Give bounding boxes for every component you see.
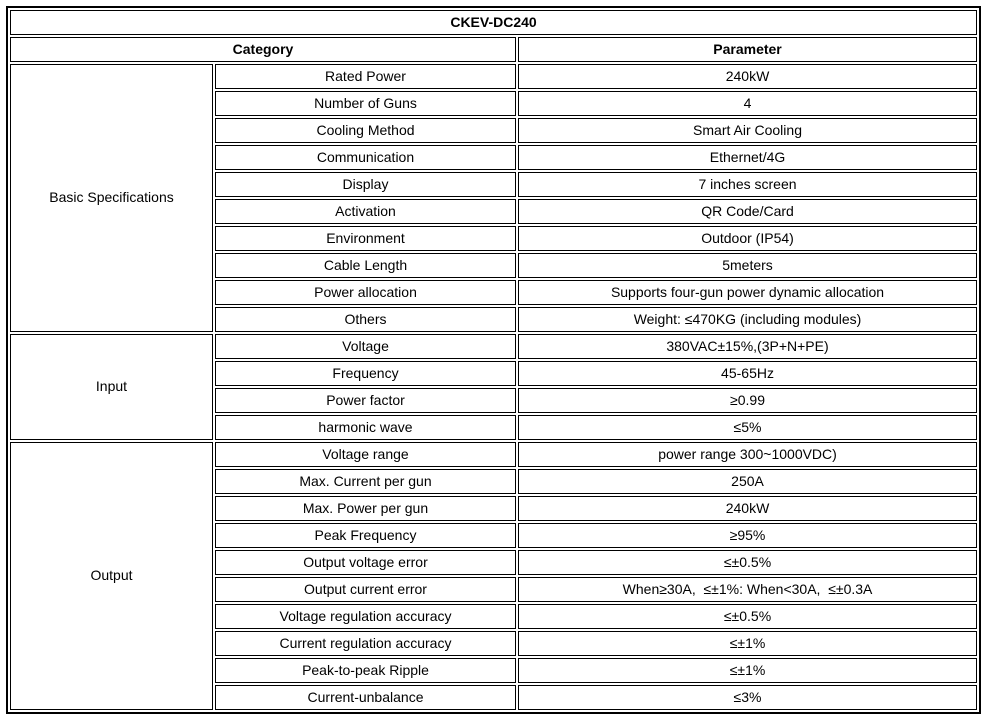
item-label-cell: Cable Length: [215, 253, 516, 278]
item-label-cell: Max. Power per gun: [215, 496, 516, 521]
category-cell-output: Output: [10, 442, 213, 710]
item-label-cell: Environment: [215, 226, 516, 251]
param-value-cell: ≤±1%: [518, 631, 978, 656]
spec-row: Display 7 inches screen: [10, 172, 978, 197]
param-value-cell: ≥0.99: [518, 388, 978, 413]
item-label-cell: Number of Guns: [215, 91, 516, 116]
spec-row: Max. Current per gun 250A: [10, 469, 978, 494]
spec-row: Activation QR Code/Card: [10, 199, 978, 224]
param-value-cell: ≤±0.5%: [518, 550, 978, 575]
param-value-cell: 240kW: [518, 496, 978, 521]
header-row: Category Parameter: [10, 37, 978, 62]
param-value-cell: Ethernet/4G: [518, 145, 978, 170]
category-cell-input: Input: [10, 334, 213, 440]
spec-row: Output current error When≥30A, ≤±1%: Whe…: [10, 577, 978, 602]
item-label-cell: Voltage range: [215, 442, 516, 467]
spec-row: Basic Specifications Rated Power 240kW: [10, 64, 978, 332]
spec-row: Frequency 45-65Hz: [10, 361, 978, 386]
spec-row: Current-unbalance ≤3%: [10, 685, 978, 710]
param-value-cell: ≤5%: [518, 415, 978, 440]
item-label-cell: Cooling Method: [215, 118, 516, 143]
spec-row: Cooling Method Smart Air Cooling: [10, 118, 978, 143]
param-value-cell: ≤±1%: [518, 658, 978, 683]
category-cell-basic-specifications: Basic Specifications: [10, 64, 213, 332]
item-label-cell: Peak-to-peak Ripple: [215, 658, 516, 683]
spec-row: Max. Power per gun 240kW: [10, 496, 978, 521]
item-label-cell: Voltage: [215, 334, 516, 359]
item-label-cell: Peak Frequency: [215, 523, 516, 548]
spec-row: Peak-to-peak Ripple ≤±1%: [10, 658, 978, 683]
spec-row: Input Voltage 380VAC±15%,(3P+N+PE): [10, 334, 978, 440]
param-value-cell: 240kW: [518, 64, 978, 89]
spec-table: CKEV-DC240 Category Parameter Basic Spec…: [6, 6, 982, 714]
param-value-cell: Weight: ≤470KG (including modules): [518, 307, 978, 332]
spec-row: Cable Length 5meters: [10, 253, 978, 278]
item-label-cell: Current-unbalance: [215, 685, 516, 710]
spec-row: Number of Guns 4: [10, 91, 978, 116]
param-value-cell: ≤3%: [518, 685, 978, 710]
item-label-cell: Power factor: [215, 388, 516, 413]
item-label-cell: Frequency: [215, 361, 516, 386]
spec-row: Environment Outdoor (IP54): [10, 226, 978, 251]
param-value-cell: 250A: [518, 469, 978, 494]
spec-row: harmonic wave ≤5%: [10, 415, 978, 440]
spec-row: Communication Ethernet/4G: [10, 145, 978, 170]
spec-row: Power factor ≥0.99: [10, 388, 978, 413]
title-row: CKEV-DC240: [10, 10, 978, 35]
item-label-cell: Communication: [215, 145, 516, 170]
spec-row: Output voltage error ≤±0.5%: [10, 550, 978, 575]
item-label-cell: Display: [215, 172, 516, 197]
spec-row: Voltage regulation accuracy ≤±0.5%: [10, 604, 978, 629]
param-value-cell: Smart Air Cooling: [518, 118, 978, 143]
category-header: Category: [10, 37, 516, 62]
item-label-cell: Others: [215, 307, 516, 332]
param-value-cell: ≤±0.5%: [518, 604, 978, 629]
param-value-cell: Supports four-gun power dynamic allocati…: [518, 280, 978, 305]
param-value-cell: ≥95%: [518, 523, 978, 548]
item-label-cell: Max. Current per gun: [215, 469, 516, 494]
item-label-cell: Output voltage error: [215, 550, 516, 575]
param-value-cell: 7 inches screen: [518, 172, 978, 197]
item-label-cell: Power allocation: [215, 280, 516, 305]
spec-row: Peak Frequency ≥95%: [10, 523, 978, 548]
param-value-cell: 4: [518, 91, 978, 116]
spec-row: Output Voltage range power range 300~100…: [10, 442, 978, 710]
spec-row: Current regulation accuracy ≤±1%: [10, 631, 978, 656]
spec-row: Power allocation Supports four-gun power…: [10, 280, 978, 305]
param-value-cell: Outdoor (IP54): [518, 226, 978, 251]
param-value-cell: 45-65Hz: [518, 361, 978, 386]
item-label-cell: Current regulation accuracy: [215, 631, 516, 656]
item-label-cell: Rated Power: [215, 64, 516, 89]
item-label-cell: harmonic wave: [215, 415, 516, 440]
param-value-cell: When≥30A, ≤±1%: When<30A, ≤±0.3A: [518, 577, 978, 602]
param-value-cell: QR Code/Card: [518, 199, 978, 224]
item-label-cell: Output current error: [215, 577, 516, 602]
param-value-cell: power range 300~1000VDC): [518, 442, 978, 467]
parameter-header: Parameter: [518, 37, 978, 62]
param-value-cell: 380VAC±15%,(3P+N+PE): [518, 334, 978, 359]
table-title: CKEV-DC240: [10, 10, 978, 35]
spec-row: Others Weight: ≤470KG (including modules…: [10, 307, 978, 332]
item-label-cell: Voltage regulation accuracy: [215, 604, 516, 629]
param-value-cell: 5meters: [518, 253, 978, 278]
item-label-cell: Activation: [215, 199, 516, 224]
